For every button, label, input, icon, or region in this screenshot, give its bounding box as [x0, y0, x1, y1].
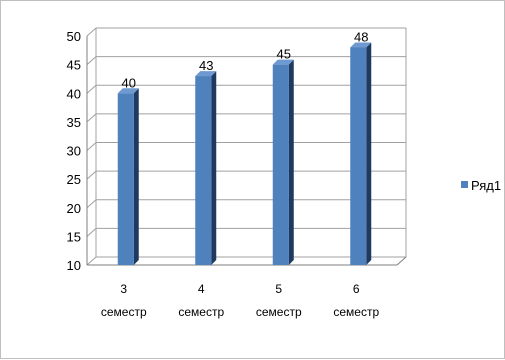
bar [117, 93, 134, 265]
gridline-side [86, 113, 97, 123]
bar-top [272, 59, 294, 65]
y-tick-label: 15 [67, 229, 81, 244]
x-category-label-line1: 6 [353, 282, 360, 296]
gridline-side [86, 228, 97, 237]
legend: Ряд1 [461, 178, 501, 193]
y-tick-label: 20 [67, 201, 81, 216]
gridline-side [86, 256, 97, 266]
x-category-label-line2: семестр [333, 305, 379, 319]
x-category-label-line1: 3 [120, 282, 127, 296]
data-labels: 40 43 45 48 [122, 29, 369, 90]
bar [195, 76, 212, 265]
floor-right-edge [396, 256, 407, 266]
gridline-side [86, 199, 97, 209]
y-tick-label: 45 [67, 58, 81, 73]
legend-swatch [461, 181, 468, 188]
gridline-side [86, 84, 97, 94]
bar-side [211, 71, 217, 265]
bar-top [195, 71, 217, 77]
bar-top [117, 88, 139, 94]
legend-label: Ряд1 [471, 178, 501, 193]
x-category-label-line1: 5 [275, 282, 282, 296]
y-tick-label: 10 [67, 258, 81, 273]
y-tick-label: 40 [67, 86, 81, 101]
bar-side [288, 59, 294, 265]
bar-top [350, 42, 372, 48]
data-label: 43 [199, 58, 213, 73]
bar-side [366, 42, 372, 266]
y-tick-label: 30 [67, 144, 81, 159]
bar-side [133, 88, 139, 265]
x-category-label-line2: семестр [178, 305, 224, 319]
y-tick-label: 35 [67, 115, 81, 130]
gridline-side [86, 170, 97, 180]
data-label: 40 [122, 75, 136, 90]
bars [117, 42, 372, 266]
data-label: 45 [277, 47, 291, 62]
axes [86, 28, 407, 266]
bar [272, 64, 289, 265]
y-tick-labels: 10 15 20 25 30 35 40 45 50 [67, 29, 81, 273]
y-tick-label: 50 [67, 29, 81, 44]
bar [350, 47, 367, 266]
x-category-label-line2: семестр [256, 305, 302, 319]
y-tick-label: 25 [67, 172, 81, 187]
gridline-side [86, 56, 97, 65]
gridline-side [86, 142, 97, 151]
data-label: 48 [354, 29, 368, 44]
x-category-labels: 3 семестр 4 семестр 5 семестр 6 семестр [101, 282, 380, 319]
x-category-label-line1: 4 [198, 282, 205, 296]
x-category-label-line2: семестр [101, 305, 147, 319]
gridline-side [86, 27, 97, 37]
